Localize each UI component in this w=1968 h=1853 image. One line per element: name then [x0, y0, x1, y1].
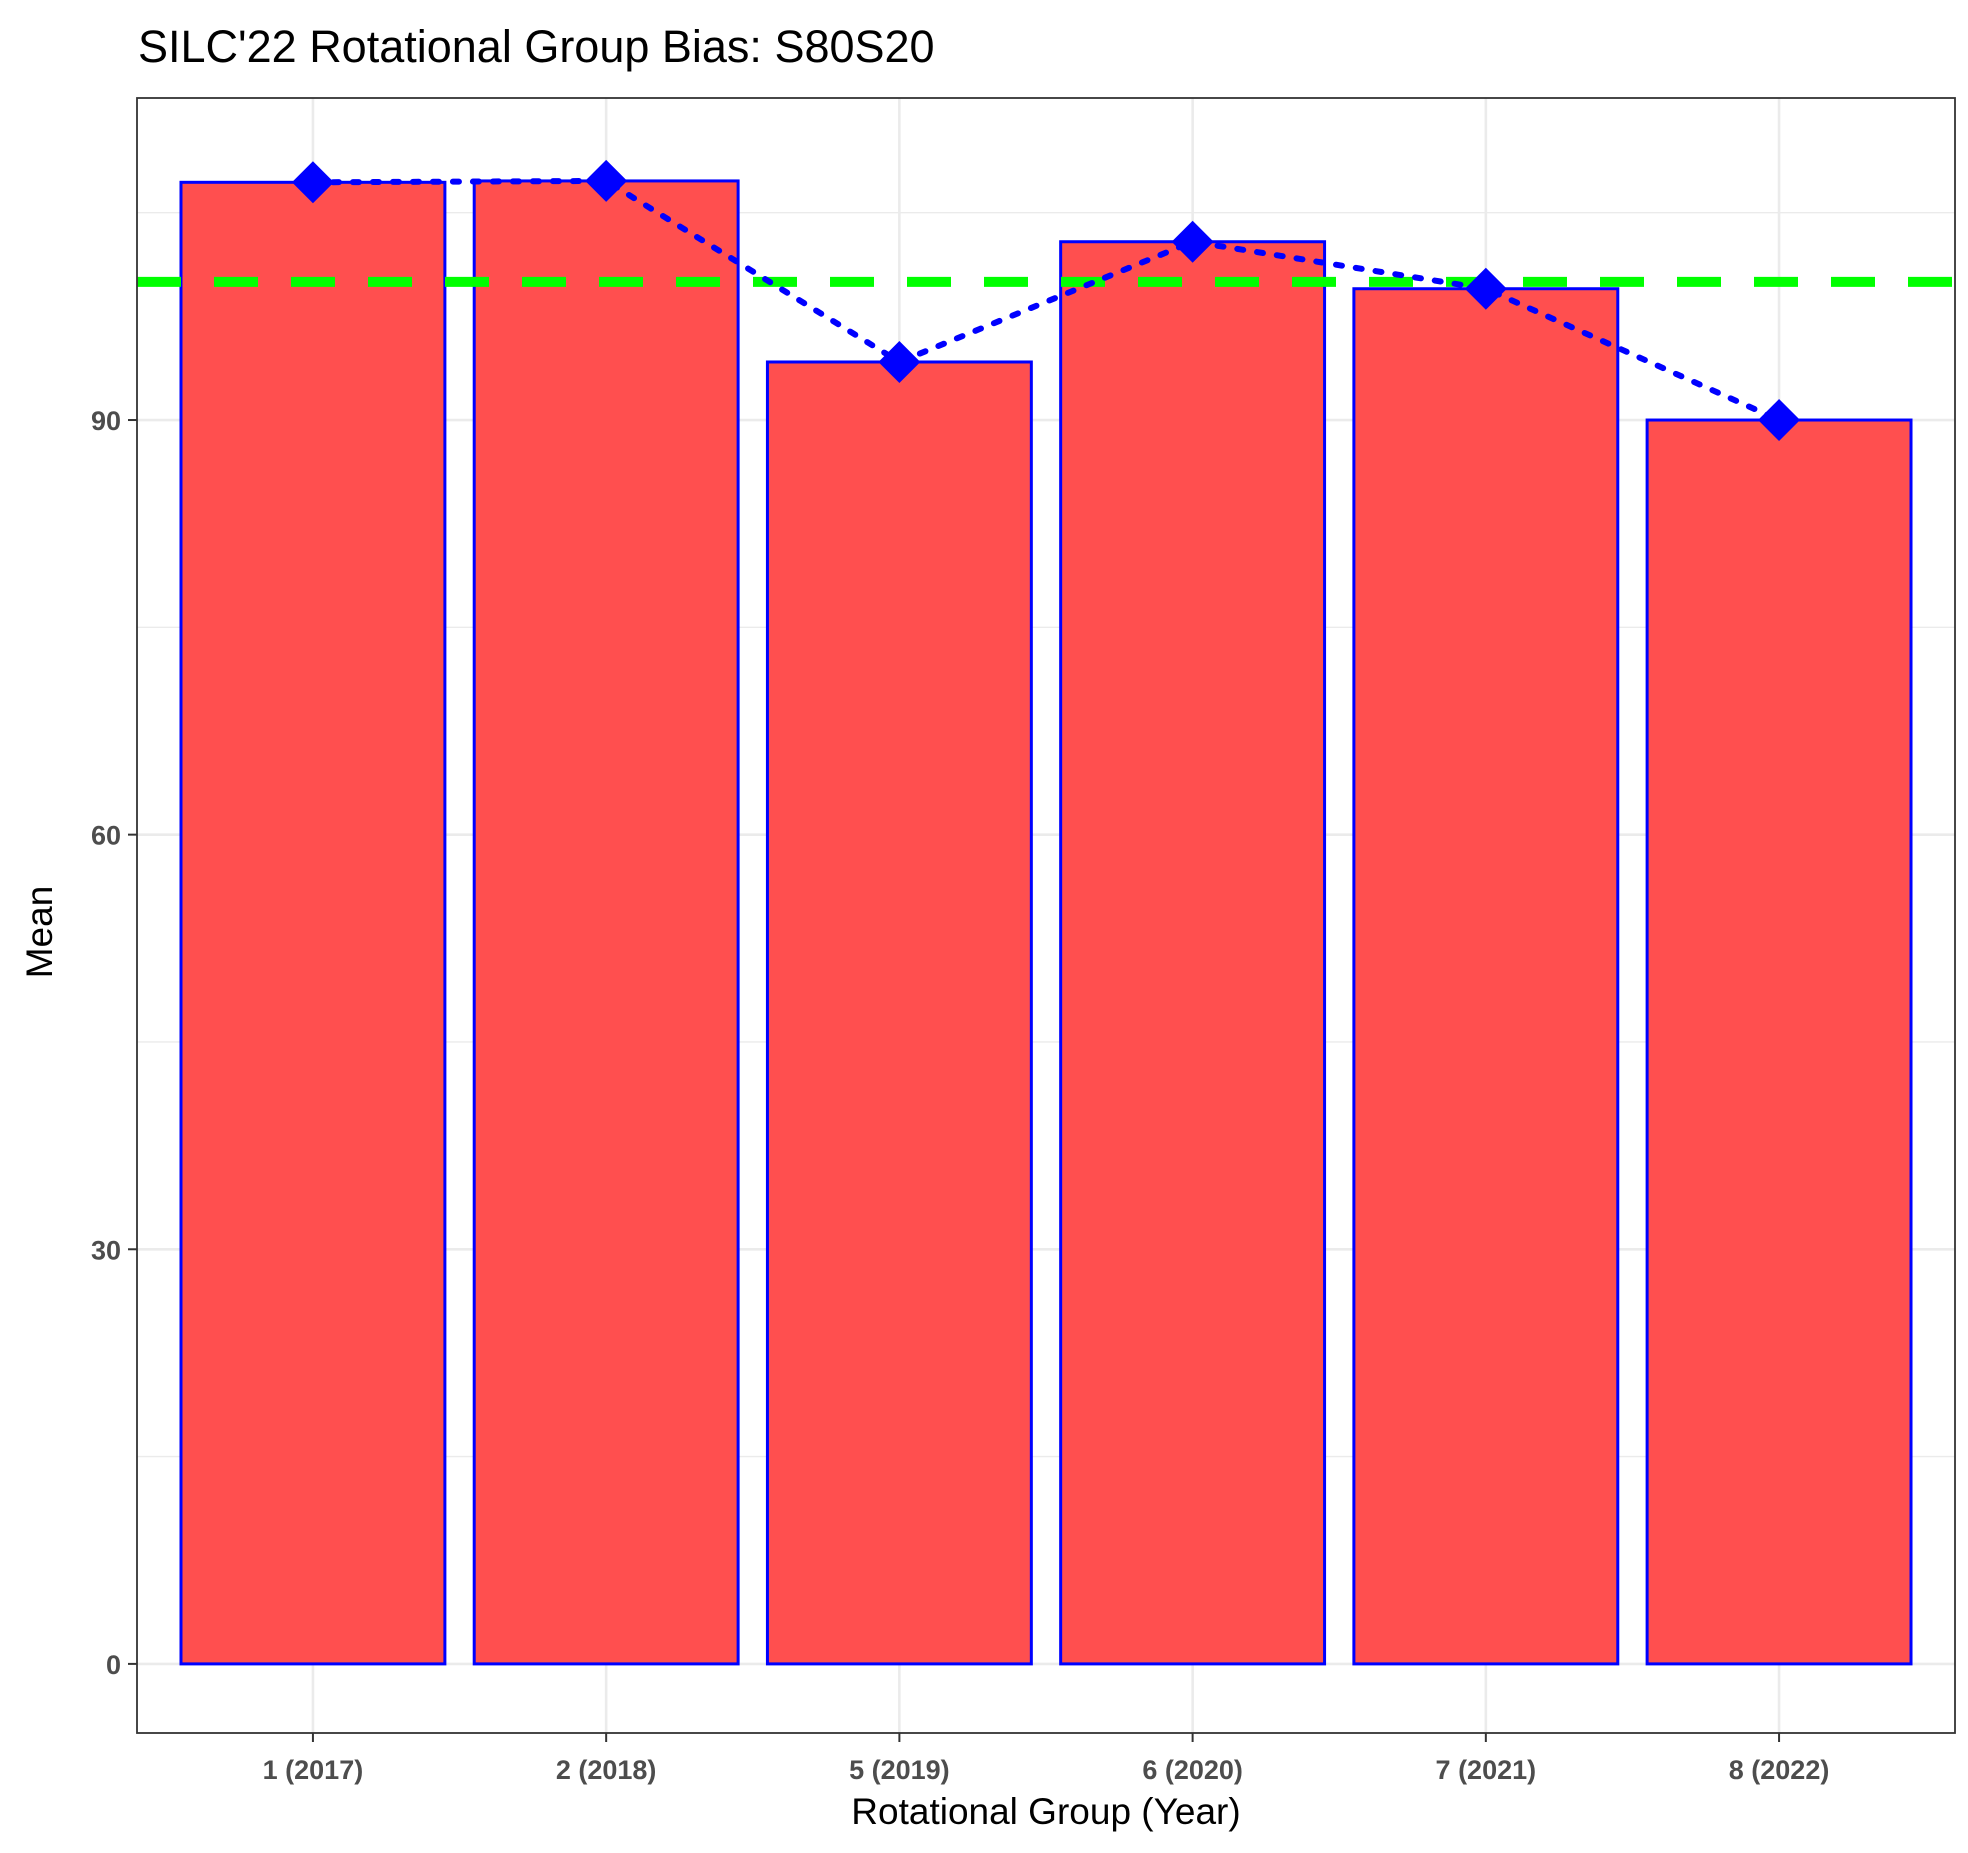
- panel-border: [136, 97, 1956, 1734]
- x-tick-label: 6 (2020): [1142, 1755, 1243, 1785]
- x-tick-label: 7 (2021): [1436, 1755, 1537, 1785]
- point-marker-2: [585, 159, 628, 202]
- bars-layer: [179, 179, 1913, 1666]
- x-tick-label: 5 (2019): [849, 1755, 950, 1785]
- axis-layer: 0 30 60 90 1 (2017) 2 (2018) 5 (2019) 6 (2020) 7…: [91, 406, 1829, 1785]
- bar-6: [1645, 418, 1913, 1666]
- x-tick-label: 1 (2017): [263, 1755, 364, 1785]
- connector-line: [309, 177, 1783, 424]
- y-tick-label: 60: [91, 821, 121, 851]
- bar-4: [1059, 240, 1327, 1666]
- x-axis-title: Rotational Group (Year): [851, 1791, 1240, 1832]
- y-tick-label: 0: [106, 1650, 121, 1680]
- bar-1: [179, 180, 447, 1666]
- x-tick-label: 8 (2022): [1729, 1755, 1830, 1785]
- point-marker-6: [1758, 399, 1801, 442]
- y-tick-label: 30: [91, 1235, 121, 1265]
- point-marker-3: [878, 340, 921, 383]
- bar-5: [1352, 287, 1620, 1666]
- point-marker-1: [291, 161, 334, 204]
- point-marker-5: [1464, 267, 1507, 310]
- marker-layer: [291, 159, 1801, 442]
- chart-title: SILC'22 Rotational Group Bias: S80S20: [138, 21, 935, 72]
- point-marker-4: [1171, 220, 1214, 263]
- y-axis-title: Mean: [19, 886, 60, 979]
- x-tick-label: 2 (2018): [556, 1755, 657, 1785]
- connector-line-layer: [309, 177, 1783, 424]
- bar-2: [472, 179, 740, 1666]
- y-tick-label: 90: [91, 406, 121, 436]
- bar-3: [765, 360, 1033, 1666]
